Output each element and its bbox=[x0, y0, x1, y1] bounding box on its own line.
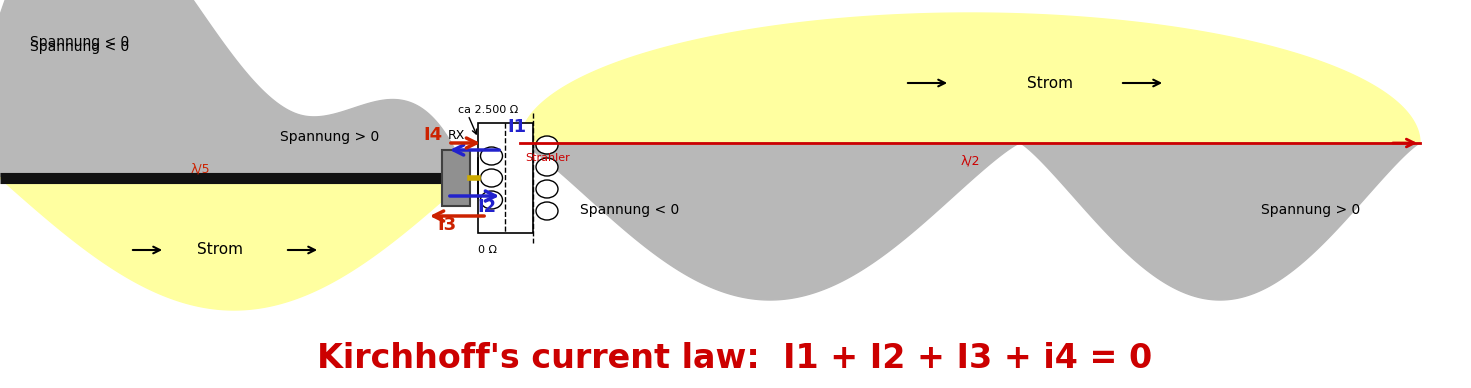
Text: Spannung < 0: Spannung < 0 bbox=[580, 203, 680, 217]
Polygon shape bbox=[521, 13, 1420, 143]
Polygon shape bbox=[0, 0, 468, 178]
Ellipse shape bbox=[535, 202, 558, 220]
Text: Spannung > 0: Spannung > 0 bbox=[279, 130, 380, 144]
Text: I4: I4 bbox=[424, 126, 443, 144]
Ellipse shape bbox=[481, 147, 503, 165]
Text: Strom: Strom bbox=[1027, 76, 1072, 90]
Text: I3: I3 bbox=[437, 216, 456, 234]
Polygon shape bbox=[521, 143, 1019, 300]
Text: I2: I2 bbox=[478, 198, 497, 216]
Text: ca 2.500 Ω: ca 2.500 Ω bbox=[457, 105, 518, 115]
Text: Spannung > 0: Spannung > 0 bbox=[1261, 203, 1361, 217]
Polygon shape bbox=[0, 15, 468, 178]
Polygon shape bbox=[1019, 143, 1420, 300]
Text: 0 Ω: 0 Ω bbox=[478, 245, 497, 255]
Text: λ/2: λ/2 bbox=[961, 155, 980, 168]
Ellipse shape bbox=[481, 169, 503, 187]
Text: Spannung < 0: Spannung < 0 bbox=[29, 35, 129, 49]
Text: Spannung < 0: Spannung < 0 bbox=[29, 40, 129, 54]
Text: RX: RX bbox=[447, 129, 465, 142]
Ellipse shape bbox=[535, 180, 558, 198]
Bar bbox=[441, 150, 471, 206]
Bar bbox=[478, 123, 533, 233]
Text: Strom: Strom bbox=[197, 242, 243, 258]
Ellipse shape bbox=[535, 158, 558, 176]
Ellipse shape bbox=[481, 191, 503, 209]
Text: Kirchhoff's current law:  I1 + I2 + I3 + i4 = 0: Kirchhoff's current law: I1 + I2 + I3 + … bbox=[318, 342, 1153, 375]
Polygon shape bbox=[0, 178, 468, 310]
Text: Strahler: Strahler bbox=[525, 153, 569, 163]
Text: λ/5: λ/5 bbox=[190, 163, 210, 176]
Ellipse shape bbox=[535, 136, 558, 154]
Text: I1: I1 bbox=[507, 118, 527, 136]
